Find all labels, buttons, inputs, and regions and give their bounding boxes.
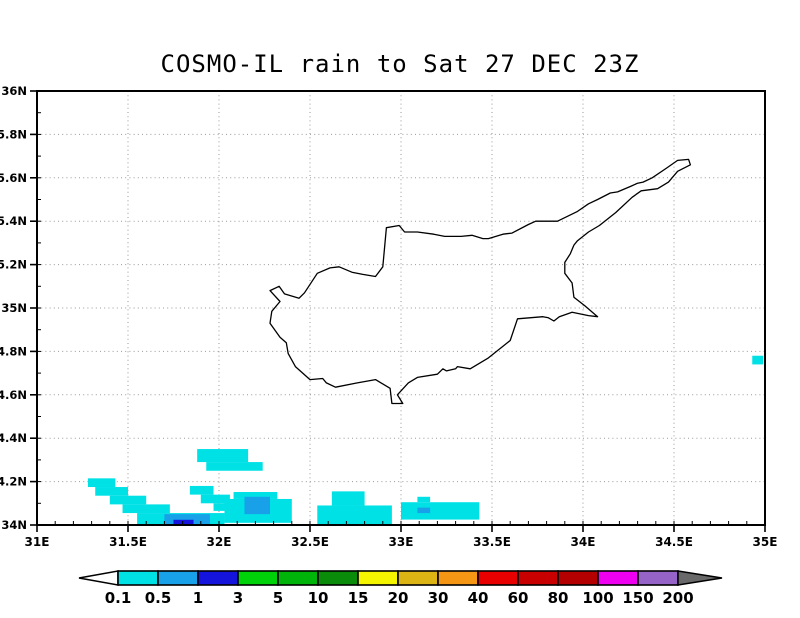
rain-cell <box>317 505 392 525</box>
rain-cell <box>109 495 147 505</box>
y-tick-label: 34.6N <box>0 388 27 402</box>
colorbar-segment <box>477 570 519 586</box>
rain-cell <box>164 514 210 525</box>
rain-cell <box>87 478 116 488</box>
colorbar-label: 15 <box>348 589 369 607</box>
colorbar-segment <box>237 570 279 586</box>
colorbar-label: 5 <box>273 589 283 607</box>
colorbar-segment <box>117 570 159 586</box>
rain-cell <box>331 491 365 506</box>
plot-frame <box>36 90 766 526</box>
colorbar-segment <box>157 570 199 586</box>
colorbar-label: 3 <box>233 589 243 607</box>
rain-cell <box>401 502 480 520</box>
colorbar-label: 20 <box>388 589 409 607</box>
colorbar-segment <box>517 570 559 586</box>
colorbar-label: 150 <box>622 589 653 607</box>
rain-cell <box>197 449 249 463</box>
colorbar-label: 60 <box>508 589 529 607</box>
colorbar-label: 200 <box>662 589 693 607</box>
colorbar-under-arrow <box>78 570 119 586</box>
y-tick-label: 34.8N <box>0 344 27 358</box>
rain-cell <box>122 504 170 514</box>
colorbar-label: 80 <box>548 589 569 607</box>
colorbar-label: 30 <box>428 589 449 607</box>
y-tick-label: 34.4N <box>0 431 27 445</box>
colorbar-segment <box>557 570 599 586</box>
y-tick-label: 35N <box>1 301 27 315</box>
rain-cell <box>233 492 278 499</box>
y-tick-label: 34N <box>1 518 27 532</box>
rain-cell <box>752 355 764 365</box>
colorbar-segment <box>637 570 679 586</box>
y-tick-label: 34.2N <box>0 475 27 489</box>
x-tick-label: 31.5E <box>109 535 147 549</box>
x-tick-label: 33E <box>389 535 414 549</box>
rain-cell <box>189 485 214 495</box>
colorbar-segment <box>197 570 239 586</box>
x-tick-label: 34E <box>571 535 596 549</box>
x-tick-label: 35E <box>753 535 778 549</box>
colorbar-segment <box>597 570 639 586</box>
x-tick-label: 33.5E <box>473 535 511 549</box>
x-tick-label: 32E <box>207 535 232 549</box>
colorbar-over-arrow <box>677 570 723 586</box>
rain-cell <box>95 487 128 496</box>
rain-cell <box>200 494 230 504</box>
colorbar-segment <box>437 570 479 586</box>
y-tick-label: 36N <box>1 84 27 98</box>
colorbar-label: 1 <box>193 589 203 607</box>
colorbar-label: 0.5 <box>145 589 172 607</box>
y-tick-label: 35.6N <box>0 171 27 185</box>
colorbar-label: 100 <box>582 589 613 607</box>
x-tick-label: 34.5E <box>655 535 693 549</box>
rain-cell <box>417 507 431 514</box>
rain-cell <box>206 462 263 471</box>
rain-cell <box>173 519 194 525</box>
rain-cell <box>244 496 270 515</box>
colorbar-segment <box>277 570 319 586</box>
colorbar-label: 0.1 <box>105 589 132 607</box>
y-tick-label: 35.4N <box>0 214 27 228</box>
chart-title: COSMO-IL rain to Sat 27 DEC 23Z <box>160 50 640 78</box>
colorbar-segment <box>397 570 439 586</box>
colorbar-label: 10 <box>308 589 329 607</box>
colorbar-segment <box>317 570 359 586</box>
x-tick-label: 31E <box>25 535 50 549</box>
rain-cell <box>213 503 230 511</box>
colorbar-label: 40 <box>468 589 489 607</box>
rain-cell <box>417 496 431 503</box>
cyprus-coastline <box>269 158 692 405</box>
x-tick-label: 32.5E <box>291 535 329 549</box>
y-tick-label: 35.2N <box>0 258 27 272</box>
y-tick-label: 35.8N <box>0 127 27 141</box>
colorbar-segment <box>357 570 399 586</box>
